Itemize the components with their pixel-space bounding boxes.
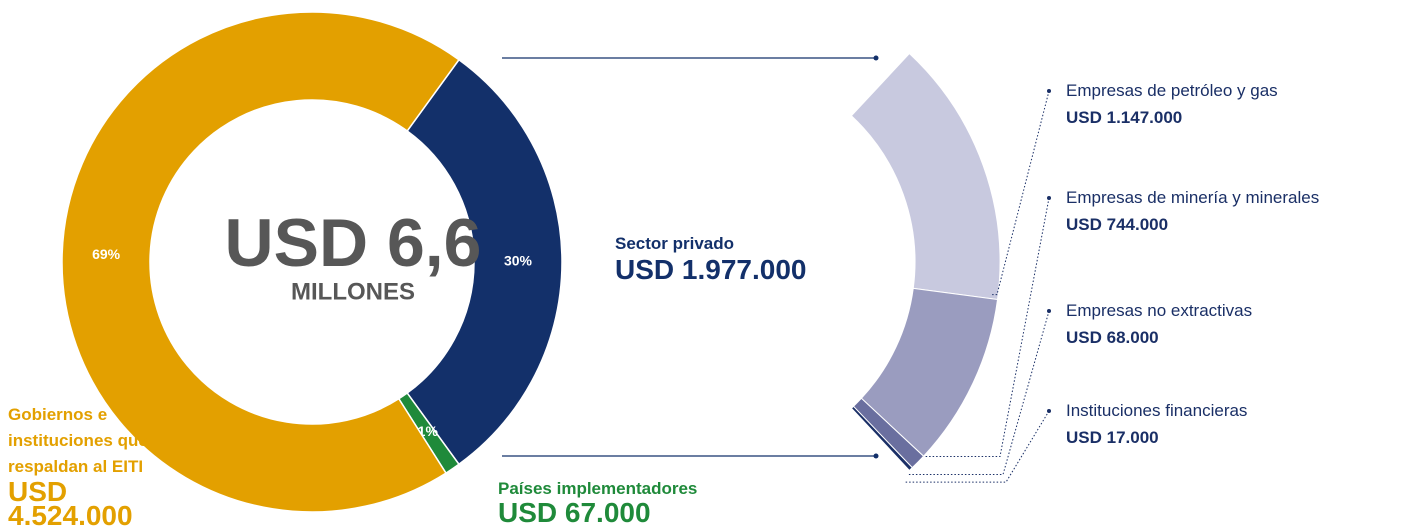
category-name: Instituciones financieras — [1066, 401, 1248, 420]
category-name: Empresas no extractivas — [1066, 301, 1253, 320]
percent-label: 1% — [418, 423, 439, 439]
percent-label: 69% — [92, 246, 121, 262]
leader-line — [907, 310, 1050, 476]
leader-dot — [1047, 196, 1051, 200]
percent-label: 30% — [504, 253, 533, 269]
center-subtitle: MILLONES — [291, 278, 415, 305]
connector-dot — [873, 55, 879, 61]
amount: USD 1.977.000 — [615, 254, 807, 285]
center-title: USD 6,6 — [225, 205, 482, 281]
breakdown-segment — [850, 52, 1001, 301]
donut-segment — [406, 58, 563, 466]
amount: USD 4.524.000 — [8, 476, 133, 531]
segment-label: Países implementadores USD 67.000 — [498, 478, 698, 528]
leader-line — [903, 410, 1050, 483]
donut-segment — [61, 11, 460, 513]
segment-label: Gobiernos e instituciones que respaldan … — [8, 402, 183, 531]
category-name: Empresas de petróleo y gas — [1066, 81, 1278, 100]
leader-line — [920, 197, 1050, 458]
amount-label: USD 744.000 — [1066, 215, 1169, 234]
leader-dot — [1047, 89, 1051, 93]
amount-label: USD 68.000 — [1066, 328, 1159, 347]
segment-label: Sector privado USD 1.977.000 — [615, 233, 806, 285]
leader-line — [992, 90, 1050, 296]
category-name: Sector privado — [615, 234, 735, 253]
amount-label: USD 1.147.000 — [1066, 108, 1183, 127]
amount-label: USD 17.000 — [1066, 428, 1159, 447]
connector-dot — [873, 453, 879, 459]
leader-dot — [1047, 409, 1051, 413]
breakdown-segment — [850, 405, 913, 472]
leader-dot — [1047, 309, 1051, 313]
category-name: Países implementadores — [498, 479, 698, 498]
category-name: Empresas de minería y minerales — [1066, 188, 1320, 207]
amount: USD 67.000 — [498, 497, 651, 528]
category-name: Gobiernos e instituciones que respaldan … — [8, 405, 148, 476]
